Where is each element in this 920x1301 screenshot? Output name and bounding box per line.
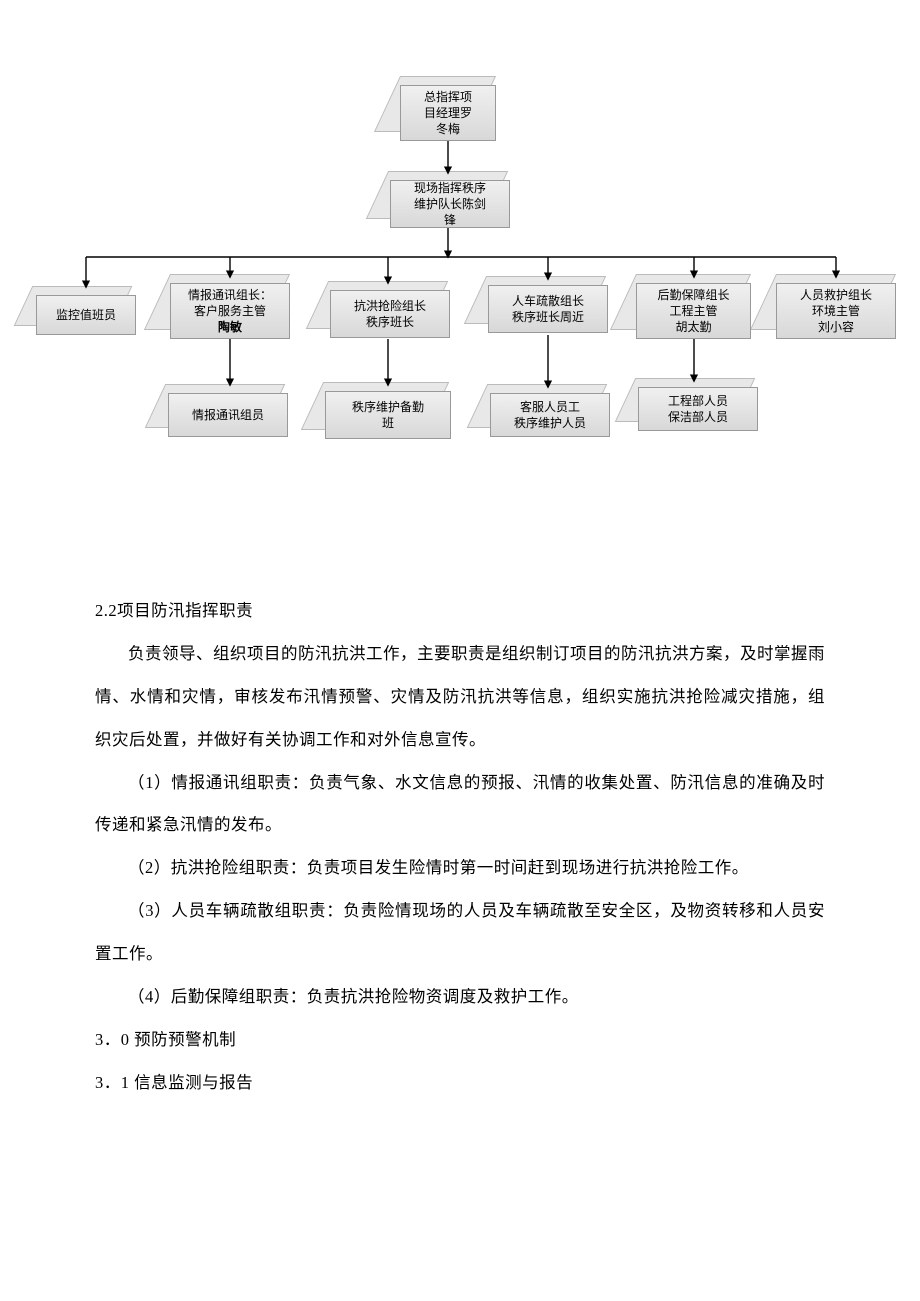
org-node-label: 人车疏散组长秩序班长周近 [512, 293, 584, 325]
org-node: 情报通讯组员 [168, 393, 288, 437]
paragraph: （1）情报通讯组职责：负责气象、水文信息的预报、汛情的收集处置、防汛信息的准确及… [95, 762, 825, 848]
org-node: 人员救护组长环境主管刘小容 [776, 283, 896, 339]
section-heading-3-0: 3．0 预防预警机制 [95, 1019, 825, 1062]
org-chart: 总指挥项目经理罗冬梅现场指挥秩序维护队长陈剑锋监控值班员 情报通讯组长：客户服务主… [0, 65, 920, 505]
org-node: 情报通讯组长：客户服务主管陶敏 [170, 283, 290, 339]
org-node-label: 总指挥项目经理罗冬梅 [424, 89, 472, 138]
paragraph: （4）后勤保障组职责：负责抗洪抢险物资调度及救护工作。 [95, 976, 825, 1019]
section-heading-2-2: 2.2项目防汛指挥职责 [95, 590, 825, 633]
org-node: 现场指挥秩序维护队长陈剑锋 [390, 180, 510, 228]
org-node: 后勤保障组长工程主管胡太勤 [636, 283, 751, 339]
org-node: 工程部人员保洁部人员 [638, 387, 758, 431]
org-node-label: 人员救护组长环境主管刘小容 [800, 287, 872, 336]
org-node-label: 后勤保障组长工程主管胡太勤 [657, 287, 729, 336]
org-node: 监控值班员 [36, 295, 136, 335]
org-node: 抗洪抢险组长秩序班长 [330, 290, 450, 338]
section-heading-3-1: 3．1 信息监测与报告 [95, 1062, 825, 1105]
document-body: 2.2项目防汛指挥职责 负责领导、组织项目的防汛抗洪工作，主要职责是组织制订项目… [95, 590, 825, 1105]
org-node-label: 监控值班员 [56, 307, 116, 323]
org-node-label: 秩序维护备勤班 [352, 399, 424, 431]
org-node-label: 客服人员工秩序维护人员 [514, 399, 586, 431]
org-node-label: 情报通讯组员 [192, 407, 264, 423]
paragraph: （2）抗洪抢险组职责：负责项目发生险情时第一时间赶到现场进行抗洪抢险工作。 [95, 847, 825, 890]
org-node: 客服人员工秩序维护人员 [490, 393, 610, 437]
paragraph: 负责领导、组织项目的防汛抗洪工作，主要职责是组织制订项目的防汛抗洪方案，及时掌握… [95, 633, 825, 762]
org-node: 秩序维护备勤班 [325, 391, 451, 439]
org-node: 总指挥项目经理罗冬梅 [400, 85, 496, 141]
org-node: 人车疏散组长秩序班长周近 [488, 285, 608, 333]
org-node-label: 情报通讯组长：客户服务主管陶敏 [188, 287, 272, 336]
org-node-label: 工程部人员保洁部人员 [668, 393, 728, 425]
org-node-label: 抗洪抢险组长秩序班长 [354, 298, 426, 330]
paragraph: （3）人员车辆疏散组职责：负责险情现场的人员及车辆疏散至安全区，及物资转移和人员… [95, 890, 825, 976]
org-node-label: 现场指挥秩序维护队长陈剑锋 [414, 180, 486, 229]
